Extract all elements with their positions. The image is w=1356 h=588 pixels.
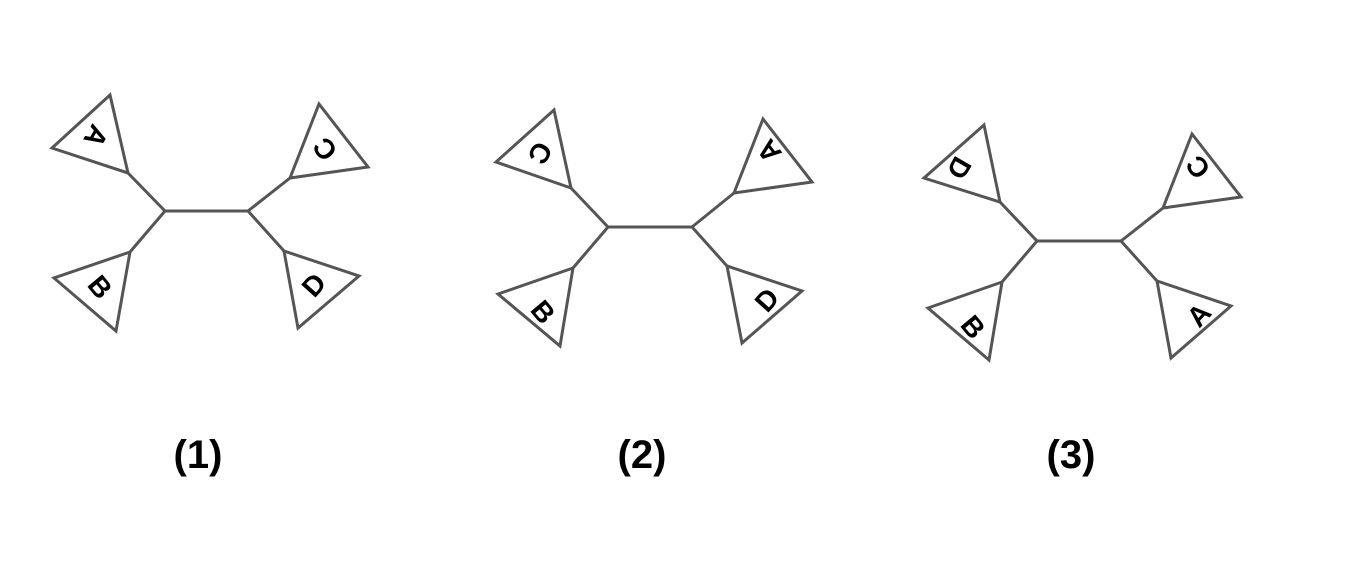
leaf-label-upper-left: D bbox=[941, 151, 978, 184]
leaf-triangle-upper-left bbox=[493, 107, 574, 191]
leaf-label-lower-right: D bbox=[749, 282, 786, 318]
tree-caption-3: (3) bbox=[1047, 433, 1096, 477]
leaf-triangle-lower-left bbox=[925, 279, 1004, 363]
branch-upper-right bbox=[691, 191, 735, 229]
leaf-label-lower-left: B bbox=[82, 269, 119, 304]
branch-upper-right bbox=[247, 176, 291, 213]
leaf-triangle-upper-left bbox=[49, 92, 131, 176]
leaf-label-upper-left: C bbox=[522, 136, 559, 169]
leaf-triangle-upper-right bbox=[1160, 130, 1244, 210]
branch-lower-left bbox=[1000, 240, 1039, 283]
leaf-triangle-lower-right bbox=[1155, 278, 1234, 361]
leaf-label-lower-right: D bbox=[296, 267, 333, 303]
branch-lower-right bbox=[690, 225, 729, 268]
leaf-label-upper-right: C bbox=[307, 131, 344, 166]
branch-lower-left bbox=[571, 226, 610, 269]
leaf-label-upper-left: A bbox=[78, 119, 115, 152]
tree-caption-2: (2) bbox=[618, 433, 667, 477]
branch-upper-left bbox=[569, 186, 610, 229]
branch-upper-right bbox=[1120, 206, 1164, 243]
tree-2: C B A D (2) bbox=[493, 107, 815, 477]
branch-lower-right bbox=[1119, 239, 1159, 283]
branch-lower-right bbox=[246, 209, 286, 253]
branch-upper-left bbox=[126, 171, 167, 213]
tree-3: D B C A (3) bbox=[921, 122, 1244, 477]
leaf-label-lower-left: B bbox=[525, 294, 562, 329]
leaf-label-lower-right: A bbox=[1181, 297, 1218, 333]
leaf-triangle-upper-left bbox=[921, 122, 1002, 205]
leaf-triangle-lower-right bbox=[282, 248, 362, 331]
branch-upper-left bbox=[998, 200, 1039, 243]
tree-1: A B C D (1) bbox=[49, 92, 371, 477]
leaf-triangle-lower-left bbox=[51, 249, 132, 334]
leaf-triangle-upper-right bbox=[731, 115, 815, 195]
branch-lower-left bbox=[128, 210, 167, 253]
leaf-triangle-upper-right bbox=[287, 100, 371, 180]
tree-caption-1: (1) bbox=[174, 433, 223, 477]
leaf-triangle-lower-left bbox=[495, 265, 575, 349]
leaf-triangle-lower-right bbox=[725, 263, 805, 346]
leaf-label-lower-left: B bbox=[955, 309, 992, 344]
